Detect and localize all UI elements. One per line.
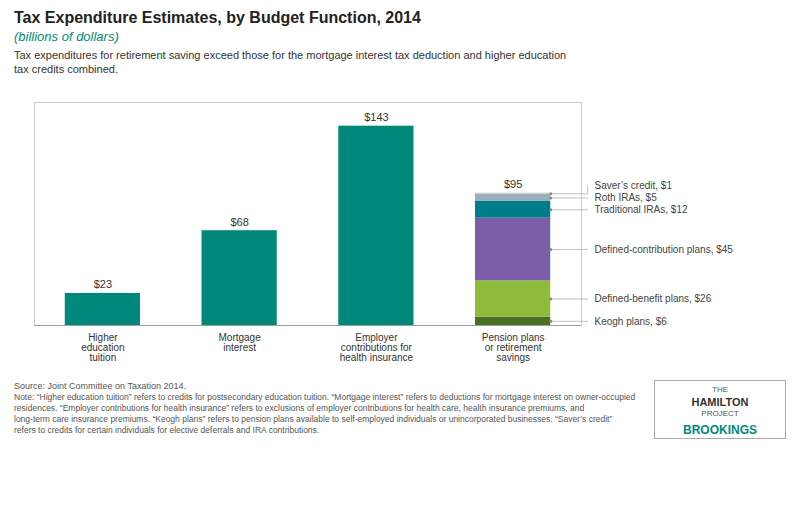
html-text:PROJECT: PROJECT bbox=[701, 409, 739, 418]
svg-text:Pension plansor retirementsavi: Pension plansor retirementsavings bbox=[482, 332, 545, 363]
svg-text:Roth IRAs, $5: Roth IRAs, $5 bbox=[594, 192, 657, 203]
svg-text:Highereducationtuition: Highereducationtuition bbox=[81, 332, 124, 363]
svg-text:Defined-contribution plans, $4: Defined-contribution plans, $45 bbox=[594, 244, 733, 255]
svg-text:Saver’s credit, $1: Saver’s credit, $1 bbox=[594, 180, 672, 191]
svg-text:$143: $143 bbox=[364, 111, 388, 123]
svg-text:Employercontributions forhealt: Employercontributions forhealth insuranc… bbox=[340, 332, 414, 363]
html-text:THE: THE bbox=[712, 385, 728, 394]
html-text:(billions of dollars): (billions of dollars) bbox=[14, 29, 119, 44]
svg-text:$95: $95 bbox=[504, 178, 522, 190]
html-text:Tax expenditures for retiremen: Tax expenditures for retirement saving e… bbox=[14, 49, 567, 75]
svg-text:Mortgageinterest: Mortgageinterest bbox=[219, 332, 262, 353]
html-text:Tax Expenditure Estimates, by: Tax Expenditure Estimates, by Budget Fun… bbox=[14, 9, 421, 26]
html-text:HAMILTON: HAMILTON bbox=[691, 396, 749, 408]
svg-text:Traditional IRAs, $12: Traditional IRAs, $12 bbox=[594, 204, 687, 215]
svg-text:$68: $68 bbox=[230, 216, 248, 228]
html-text:Source: Joint Committee on Tax: Source: Joint Committee on Taxation 2014… bbox=[14, 381, 186, 391]
svg-text:Keogh plans, $6: Keogh plans, $6 bbox=[594, 316, 667, 327]
html-text:Note: “Higher education tuitio: Note: “Higher education tuition” refers … bbox=[14, 392, 636, 435]
svg-text:$23: $23 bbox=[94, 278, 112, 290]
html-text:BROOKINGS: BROOKINGS bbox=[683, 423, 757, 437]
svg-text:Defined-benefit plans, $26: Defined-benefit plans, $26 bbox=[594, 293, 711, 304]
